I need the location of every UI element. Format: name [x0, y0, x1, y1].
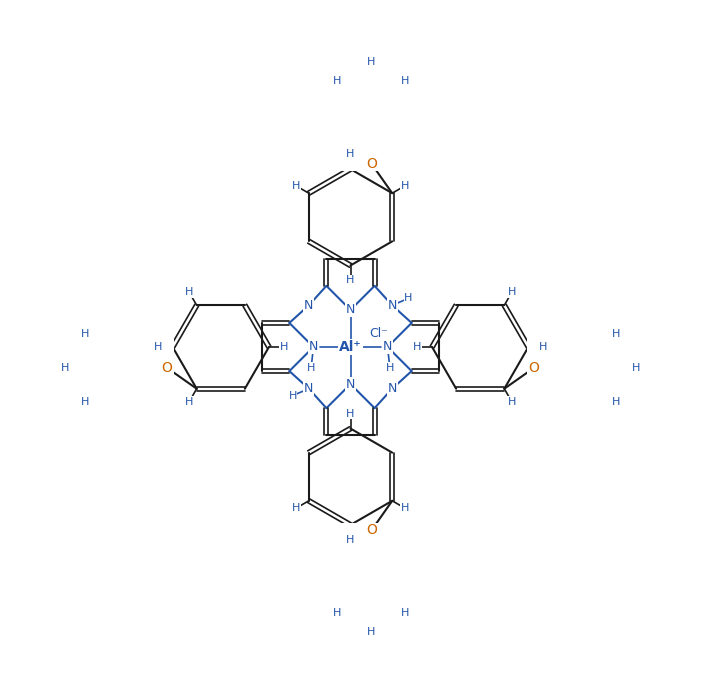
Text: H: H [154, 342, 162, 352]
Text: N: N [304, 382, 313, 395]
Text: O: O [366, 157, 377, 171]
Text: H: H [346, 149, 355, 160]
Text: H: H [292, 503, 300, 514]
Text: H: H [333, 608, 341, 618]
Text: H: H [280, 342, 288, 352]
Text: H: H [81, 329, 89, 339]
Text: O: O [366, 523, 377, 537]
Text: H: H [612, 329, 620, 339]
Text: Cl⁻: Cl⁻ [369, 327, 388, 339]
Text: H: H [401, 608, 409, 618]
Text: N: N [308, 341, 318, 353]
Text: Al⁺: Al⁺ [339, 340, 362, 354]
Text: H: H [346, 534, 355, 545]
Text: H: H [185, 287, 193, 298]
Text: H: H [632, 363, 640, 373]
Text: H: H [612, 397, 620, 407]
Text: H: H [81, 397, 89, 407]
Text: H: H [401, 503, 409, 514]
Text: H: H [307, 363, 315, 373]
Text: H: H [401, 76, 409, 86]
Text: H: H [539, 342, 547, 352]
Text: H: H [404, 294, 413, 303]
Text: H: H [401, 180, 409, 191]
Text: N: N [346, 378, 355, 391]
Text: H: H [185, 396, 193, 407]
Text: H: H [508, 396, 516, 407]
Text: H: H [346, 409, 355, 418]
Text: H: H [288, 391, 297, 400]
Text: N: N [304, 299, 313, 312]
Text: H: H [508, 287, 516, 298]
Text: N: N [346, 303, 355, 316]
Text: N: N [388, 299, 397, 312]
Text: H: H [413, 342, 421, 352]
Text: O: O [162, 361, 172, 375]
Text: O: O [529, 361, 539, 375]
Text: H: H [346, 276, 355, 285]
Text: H: H [333, 76, 341, 86]
Text: H: H [386, 363, 394, 373]
Text: H: H [292, 180, 300, 191]
Text: N: N [383, 341, 393, 353]
Text: N: N [388, 382, 397, 395]
Text: H: H [367, 57, 376, 67]
Text: H: H [367, 627, 376, 637]
Text: H: H [61, 363, 69, 373]
